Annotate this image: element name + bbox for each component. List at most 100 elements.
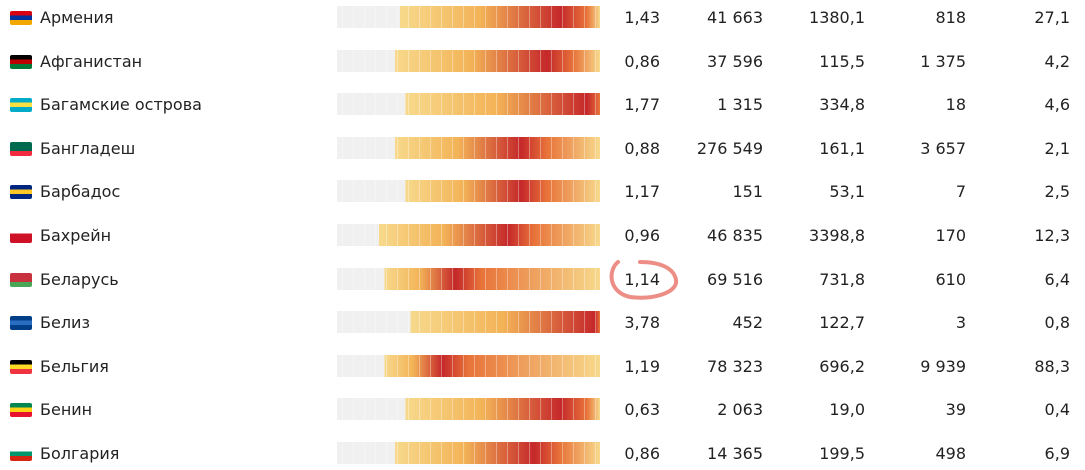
table-row: Белиз 3,78 452 122,7 3 0,8 bbox=[0, 305, 1085, 348]
value-cell: 276 549 bbox=[696, 138, 763, 158]
heat-strip bbox=[337, 311, 600, 334]
heat-strip bbox=[337, 224, 600, 246]
value-cell: 1 375 bbox=[920, 51, 966, 71]
value-cell: 3 657 bbox=[920, 138, 966, 158]
table-row: Болгария 0,86 14 365 199,5 498 6,9 bbox=[0, 436, 1085, 470]
value-cell: 3 bbox=[955, 313, 966, 333]
country-name: Барбадос bbox=[40, 182, 121, 202]
value-cell: 3,78 bbox=[624, 313, 660, 333]
value-cell: 199,5 bbox=[819, 444, 865, 463]
table-row: Бахрейн 0,96 46 835 3398,8 170 12,3 bbox=[0, 218, 1085, 261]
country-name: Бенин bbox=[40, 400, 93, 420]
country-name: Бахрейн bbox=[40, 226, 112, 245]
value-cell: 1,43 bbox=[624, 8, 660, 27]
value-cell: 1,77 bbox=[624, 95, 660, 115]
table-row: Беларусь 1,14 69 516 731,8 610 6,4 bbox=[0, 262, 1085, 305]
value-cell: 1 315 bbox=[717, 95, 763, 115]
flag-icon bbox=[10, 403, 32, 418]
value-cell: 2 063 bbox=[717, 400, 763, 420]
value-cell: 1,19 bbox=[624, 356, 660, 376]
value-cell: 0,86 bbox=[624, 51, 660, 71]
table-row: Армения 1,43 41 663 1380,1 818 27,1 bbox=[0, 0, 1085, 43]
country-name: Афганистан bbox=[40, 51, 143, 71]
value-cell: 115,5 bbox=[819, 51, 865, 71]
value-cell: 14 365 bbox=[707, 444, 763, 463]
country-name: Бельгия bbox=[40, 356, 109, 376]
table-row: Барбадос 1,17 151 53,1 7 2,5 bbox=[0, 174, 1085, 217]
value-cell: 0,4 bbox=[1044, 400, 1070, 420]
flag-icon bbox=[10, 185, 32, 200]
value-cell: 452 bbox=[732, 313, 763, 333]
value-cell: 18 bbox=[945, 95, 966, 115]
table-row: Бенин 0,63 2 063 19,0 39 0,4 bbox=[0, 392, 1085, 435]
value-cell: 334,8 bbox=[819, 95, 865, 115]
value-cell: 7 bbox=[955, 182, 966, 202]
country-name: Бангладеш bbox=[40, 138, 136, 158]
flag-icon bbox=[10, 316, 32, 331]
table-row: Афганистан 0,86 37 596 115,5 1 375 4,2 bbox=[0, 44, 1085, 87]
value-cell: 498 bbox=[935, 444, 966, 463]
flag-icon bbox=[10, 54, 32, 69]
table-row: Бельгия 1,19 78 323 696,2 9 939 88,3 bbox=[0, 349, 1085, 392]
heat-strip bbox=[337, 6, 600, 28]
heat-strip bbox=[337, 93, 600, 116]
value-cell: 696,2 bbox=[819, 356, 865, 376]
value-cell: 6,9 bbox=[1044, 444, 1070, 463]
value-cell: 1,17 bbox=[624, 182, 660, 202]
value-cell: 610 bbox=[935, 269, 966, 289]
flag-icon bbox=[10, 98, 32, 113]
value-cell: 88,3 bbox=[1034, 356, 1070, 376]
value-cell: 0,8 bbox=[1044, 313, 1070, 333]
value-cell: 122,7 bbox=[819, 313, 865, 333]
flag-icon bbox=[10, 229, 32, 243]
value-cell: 41 663 bbox=[707, 8, 763, 27]
value-cell: 12,3 bbox=[1034, 226, 1070, 245]
value-cell: 0,88 bbox=[624, 138, 660, 158]
value-cell: 2,1 bbox=[1044, 138, 1070, 158]
country-name: Болгария bbox=[40, 444, 120, 463]
table-row: Багамские острова 1,77 1 315 334,8 18 4,6 bbox=[0, 87, 1085, 130]
value-cell: 27,1 bbox=[1034, 8, 1070, 27]
value-cell: 0,63 bbox=[624, 400, 660, 420]
value-cell: 3398,8 bbox=[809, 226, 865, 245]
value-cell: 170 bbox=[935, 226, 966, 245]
heat-strip bbox=[337, 267, 600, 290]
heat-strip bbox=[337, 354, 600, 377]
heat-strip bbox=[337, 398, 600, 421]
value-cell: 161,1 bbox=[819, 138, 865, 158]
value-cell: 37 596 bbox=[707, 51, 763, 71]
value-cell: 69 516 bbox=[707, 269, 763, 289]
value-cell: 818 bbox=[935, 8, 966, 27]
country-name: Армения bbox=[40, 8, 114, 27]
flag-icon bbox=[10, 359, 32, 374]
value-cell: 151 bbox=[732, 182, 763, 202]
value-cell: 1380,1 bbox=[809, 8, 865, 27]
country-name: Белиз bbox=[40, 313, 90, 333]
flag-icon bbox=[10, 272, 32, 287]
value-cell: 1,14 bbox=[624, 269, 660, 289]
value-cell: 6,4 bbox=[1044, 269, 1070, 289]
country-name: Беларусь bbox=[40, 269, 119, 289]
table-row: Бангладеш 0,88 276 549 161,1 3 657 2,1 bbox=[0, 131, 1085, 174]
heat-strip bbox=[337, 136, 600, 159]
value-cell: 19,0 bbox=[829, 400, 865, 420]
value-cell: 53,1 bbox=[829, 182, 865, 202]
flag-icon bbox=[10, 141, 32, 156]
value-cell: 78 323 bbox=[707, 356, 763, 376]
value-cell: 39 bbox=[945, 400, 966, 420]
value-cell: 46 835 bbox=[707, 226, 763, 245]
flag-icon bbox=[10, 447, 32, 461]
heat-strip bbox=[337, 49, 600, 72]
value-cell: 2,5 bbox=[1044, 182, 1070, 202]
flag-icon bbox=[10, 11, 32, 25]
value-cell: 0,96 bbox=[624, 226, 660, 245]
value-cell: 731,8 bbox=[819, 269, 865, 289]
value-cell: 4,2 bbox=[1044, 51, 1070, 71]
country-name: Багамские острова bbox=[40, 95, 202, 115]
value-cell: 4,6 bbox=[1044, 95, 1070, 115]
heat-strip bbox=[337, 442, 600, 464]
value-cell: 0,86 bbox=[624, 444, 660, 463]
heat-strip bbox=[337, 180, 600, 203]
value-cell: 9 939 bbox=[920, 356, 966, 376]
